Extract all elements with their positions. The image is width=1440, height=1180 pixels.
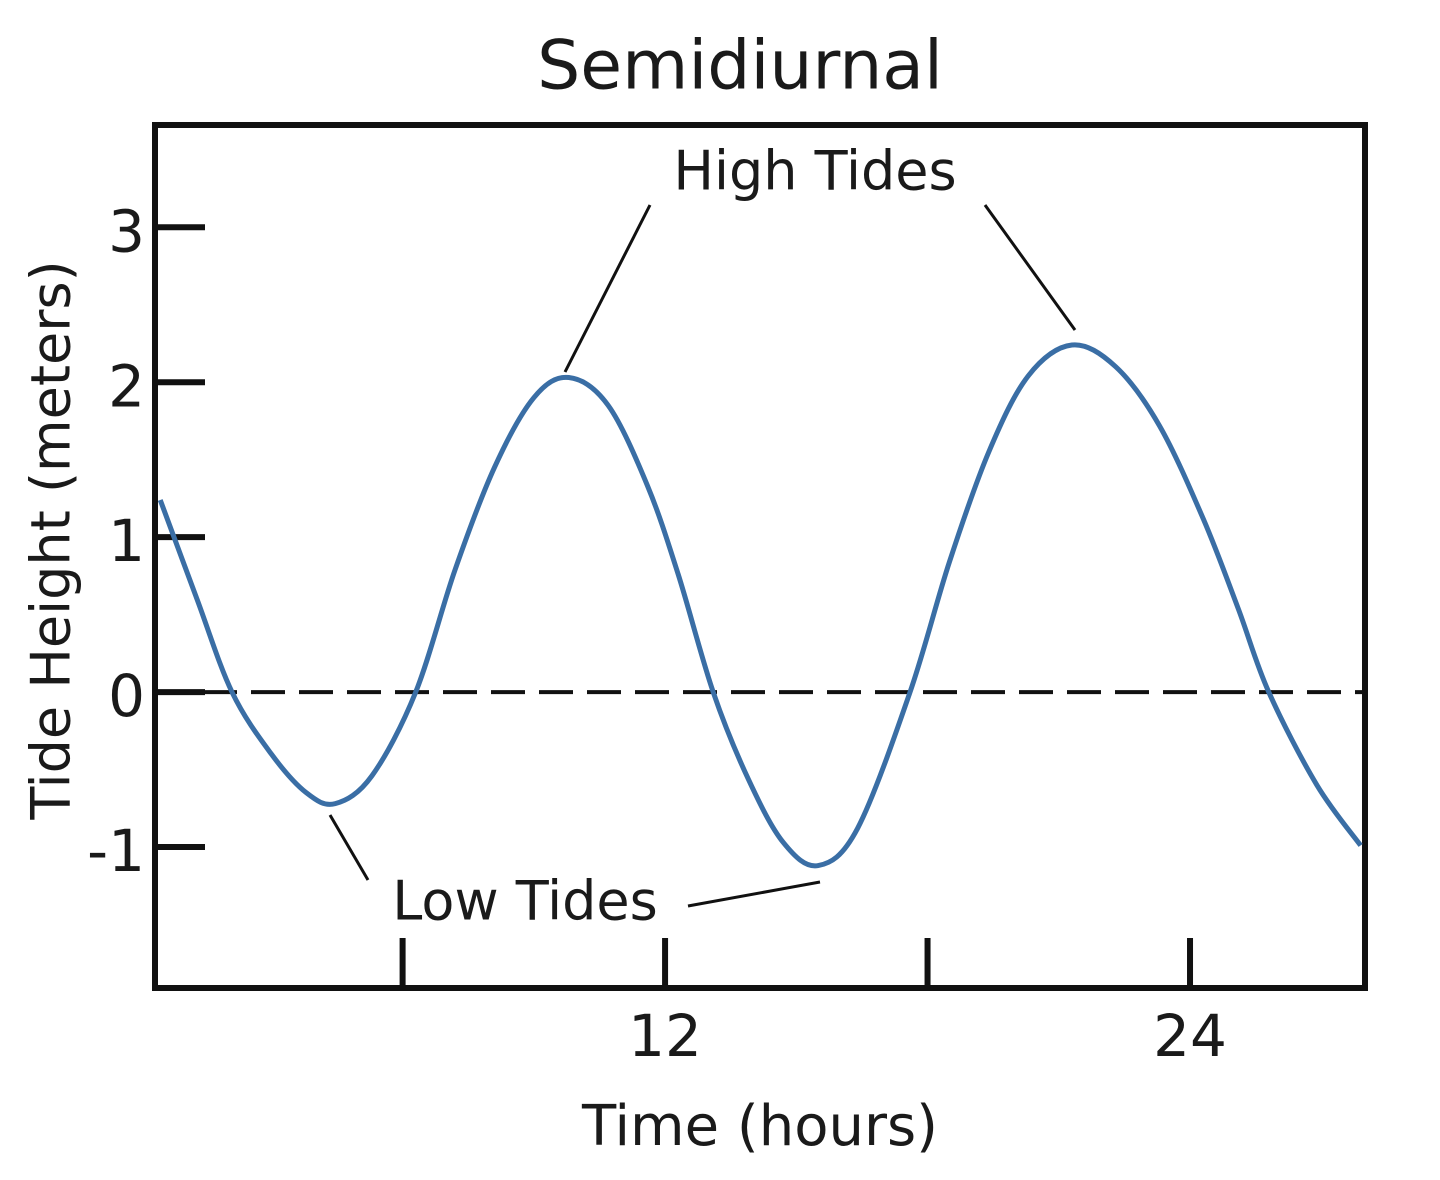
y-tick-label: 1 xyxy=(108,507,145,575)
leader-line xyxy=(563,204,652,373)
y-tick-label: 2 xyxy=(108,352,145,420)
y-axis-label: Tide Height (meters) xyxy=(20,260,83,820)
y-tick-label: 3 xyxy=(108,197,145,265)
leader-line xyxy=(328,814,370,881)
y-tick-label: -1 xyxy=(87,817,145,885)
x-axis-label: Time (hours) xyxy=(581,1094,938,1159)
chart-title: Semidiurnal xyxy=(537,27,943,106)
leader-line xyxy=(983,204,1077,331)
plot-frame xyxy=(152,122,1368,991)
annotation: Low Tides xyxy=(392,870,657,933)
tide-curve xyxy=(157,342,1363,869)
leader-lines xyxy=(328,204,1077,908)
leader-line xyxy=(687,880,821,908)
x-tick-label: 24 xyxy=(1153,1002,1227,1070)
y-tick-label: 0 xyxy=(108,662,145,730)
annotation: High Tides xyxy=(673,140,956,203)
x-tick-label: 12 xyxy=(628,1002,702,1070)
